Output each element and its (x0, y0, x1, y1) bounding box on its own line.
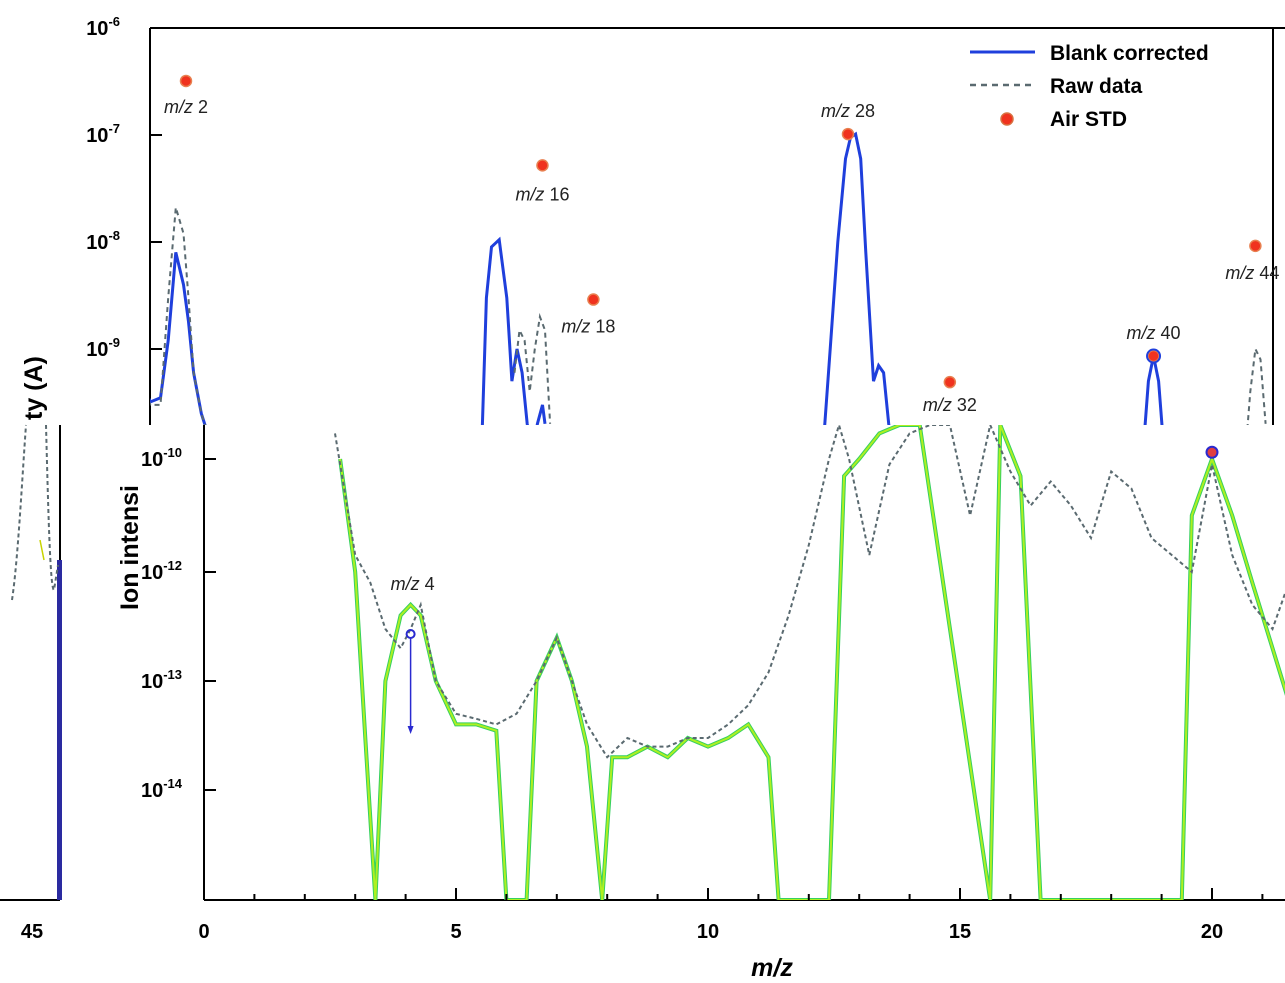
annotation-mz4-marker (405, 628, 416, 639)
legend-blank-label: Blank corrected (1050, 42, 1209, 65)
air-std-label-4: m/z 32 (923, 395, 977, 415)
air-std-label-3: m/z 28 (821, 101, 875, 121)
inset-x-tick-45: 45 (21, 921, 43, 943)
air-std-label-2: m/z 18 (561, 317, 615, 337)
annotation-mz4-label: m/z 4 (391, 574, 435, 594)
air-std-label-0: m/z 2 (164, 97, 208, 117)
blank-corrected-line-2 (823, 131, 891, 425)
blank-corrected-line-1 (480, 236, 547, 425)
top-y-tick-label-3: 10-9 (86, 335, 120, 361)
top-y-tick-label-2: 10-8 (86, 228, 120, 254)
blank-corrected-lower-line (339, 425, 1285, 900)
top-panel-y-ticks: 10-6 10-7 10-8 10-9 (86, 14, 162, 361)
air-std-label-6: m/z 44 (1225, 263, 1279, 283)
x-tick-label-20: 20 (1201, 921, 1223, 943)
x-tick-label-10: 10 (697, 921, 719, 943)
y-axis-label-bottom: Ion intensi (116, 485, 144, 610)
legend-raw-label: Raw data (1050, 75, 1143, 98)
bottom-panel-x-ticks: 0510152025303540 (198, 888, 1264, 943)
raw-data-lower-line (334, 425, 1285, 759)
raw-data-line-4 (150, 207, 207, 425)
inset-panel-frame (0, 425, 62, 901)
air-std-point-3 (841, 127, 855, 141)
x-axis-label: m/z (751, 954, 793, 982)
blank-corrected-lower-outline (338, 425, 1285, 900)
top-y-tick-label-1: 10-7 (86, 121, 120, 147)
bottom-panel-series (334, 425, 1285, 900)
bottom-y-tick-label-1: 10-12 (141, 558, 182, 584)
air-std-label-5: m/z 40 (1127, 323, 1181, 343)
inset-raw-trace (11, 424, 59, 601)
bottom-y-tick-label-2: 10-13 (141, 667, 182, 693)
air-std-label-1: m/z 16 (515, 184, 569, 204)
air-std-point-5 (1147, 349, 1160, 363)
blank-corrected-line-3 (1143, 355, 1164, 425)
bottom-panel-y-ticks: 10-10 10-12 10-13 10-14 (141, 445, 216, 802)
air-std-point-0 (179, 74, 193, 88)
x-tick-label-5: 5 (450, 921, 461, 943)
raw-data-line-6 (1246, 345, 1267, 425)
bottom-y-tick-label-0: 10-10 (141, 445, 182, 471)
legend-air-swatch (1000, 112, 1014, 126)
bottom-y-tick-label-3: 10-14 (141, 776, 183, 802)
top-panel-frame (149, 27, 1285, 425)
air-std-point-1 (536, 159, 549, 172)
y-axis-label-top: ty (A) (20, 356, 48, 420)
legend: Blank corrected Raw data Air STD (970, 42, 1209, 131)
annotation-mz4-arrow-head (407, 725, 414, 734)
bottom-peak-marker-20 (1205, 445, 1219, 459)
top-y-tick-label-0: 10-6 (86, 14, 120, 40)
top-panel-series (150, 131, 1267, 425)
air-std-point-2 (587, 293, 600, 306)
bottom-panel-annotations: m/z 4 (391, 445, 1219, 734)
air-std-point-4 (943, 375, 957, 389)
x-tick-label-15: 15 (949, 921, 971, 943)
legend-air-label: Air STD (1050, 108, 1127, 131)
bottom-panel-frame (203, 425, 1285, 901)
blank-peak-ring-40 (1146, 348, 1162, 364)
air-std-point-6 (1249, 239, 1262, 253)
raw-data-line-5 (513, 312, 552, 424)
x-tick-label-0: 0 (198, 921, 209, 943)
top-panel-air-std-markers: m/z 2 m/z 16 m/z 18 m/z 28 m/z 32 m/z 40 m/z 4… (164, 74, 1279, 415)
